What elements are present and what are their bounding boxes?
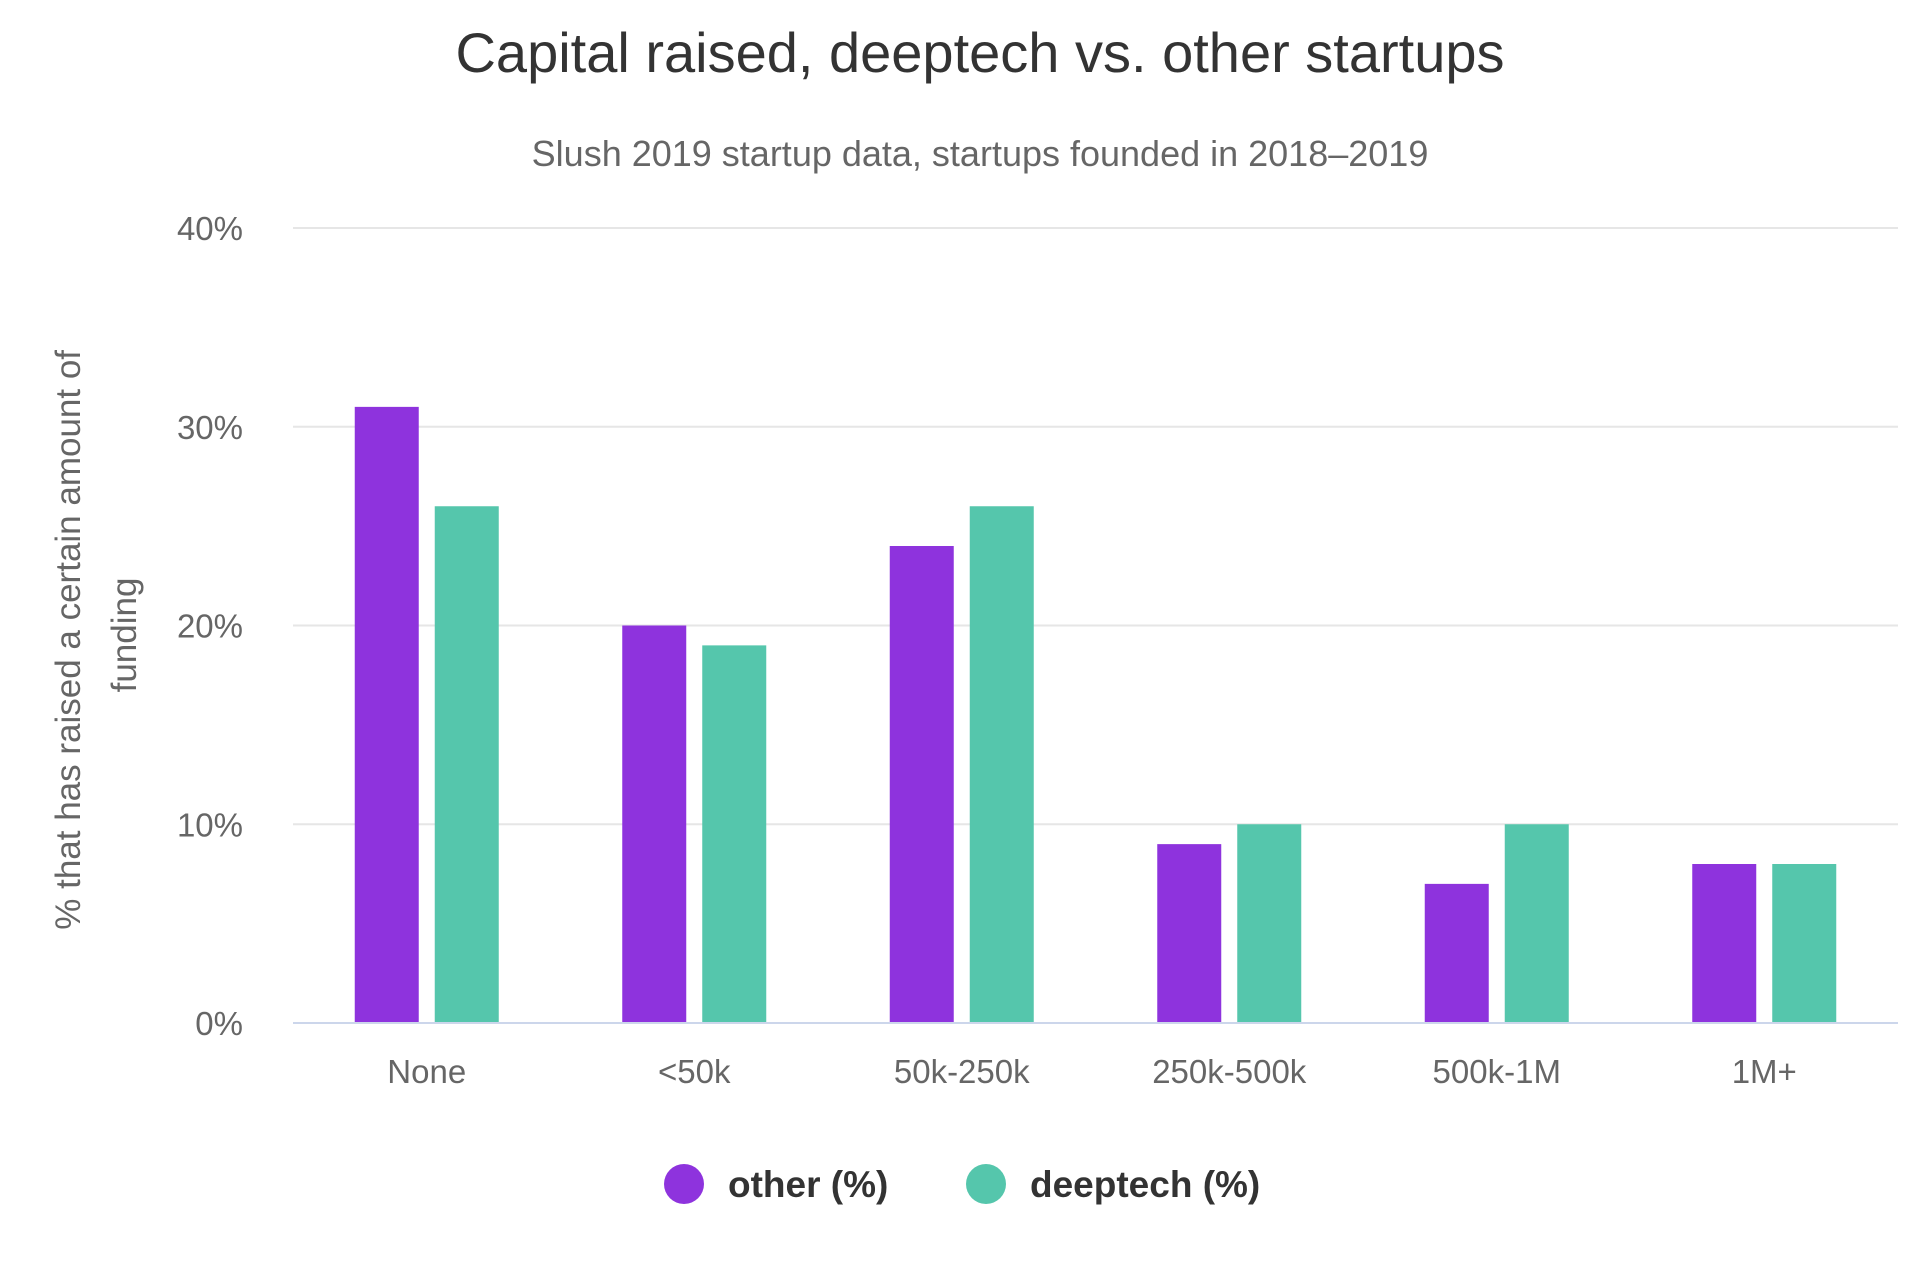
bar-other[interactable]	[1424, 883, 1489, 1023]
bars	[354, 406, 1837, 1024]
bar-other[interactable]	[1157, 844, 1222, 1023]
bar-other[interactable]	[889, 546, 954, 1023]
bar-deeptech[interactable]	[1504, 824, 1569, 1023]
y-axis-title-line-1: % that has raised a certain amount of	[49, 350, 88, 930]
y-axis-title-line-2: funding	[105, 578, 144, 693]
legend-item-deeptech[interactable]: deeptech (%)	[966, 1164, 1260, 1205]
x-tick-label: 250k-500k	[1152, 1053, 1307, 1090]
y-tick-label: 30%	[177, 409, 243, 446]
x-tick-label: 500k-1M	[1433, 1053, 1561, 1090]
bar-deeptech[interactable]	[702, 645, 767, 1023]
x-tick-label: None	[387, 1053, 466, 1090]
y-axis-ticks: 0% 10% 20% 30% 40%	[177, 210, 243, 1042]
bar-deeptech[interactable]	[434, 506, 499, 1023]
x-tick-label: 50k-250k	[894, 1053, 1030, 1090]
legend-label-other: other (%)	[728, 1164, 888, 1205]
legend-swatch-deeptech	[966, 1164, 1006, 1204]
y-tick-label: 20%	[177, 608, 243, 645]
legend: other (%) deeptech (%)	[664, 1164, 1260, 1205]
chart-title: Capital raised, deeptech vs. other start…	[455, 21, 1504, 84]
x-tick-label: <50k	[658, 1053, 731, 1090]
bar-other[interactable]	[622, 625, 687, 1024]
x-axis-ticks: None <50k 50k-250k 250k-500k 500k-1M 1M+	[387, 1053, 1797, 1090]
bar-other[interactable]	[1692, 864, 1757, 1023]
bar-deeptech[interactable]	[969, 506, 1034, 1023]
bar-deeptech[interactable]	[1237, 824, 1302, 1023]
gridlines	[293, 227, 1898, 826]
bar-other[interactable]	[354, 406, 419, 1023]
legend-swatch-other	[664, 1164, 704, 1204]
y-axis-title: % that has raised a certain amount of fu…	[49, 340, 144, 930]
y-tick-label: 40%	[177, 210, 243, 247]
bar-deeptech[interactable]	[1772, 864, 1837, 1023]
y-tick-label: 0%	[195, 1005, 243, 1042]
x-tick-label: 1M+	[1732, 1053, 1797, 1090]
legend-label-deeptech: deeptech (%)	[1030, 1164, 1260, 1205]
chart-subtitle: Slush 2019 startup data, startups founde…	[532, 133, 1429, 174]
legend-item-other[interactable]: other (%)	[664, 1164, 888, 1205]
y-tick-label: 10%	[177, 806, 243, 843]
